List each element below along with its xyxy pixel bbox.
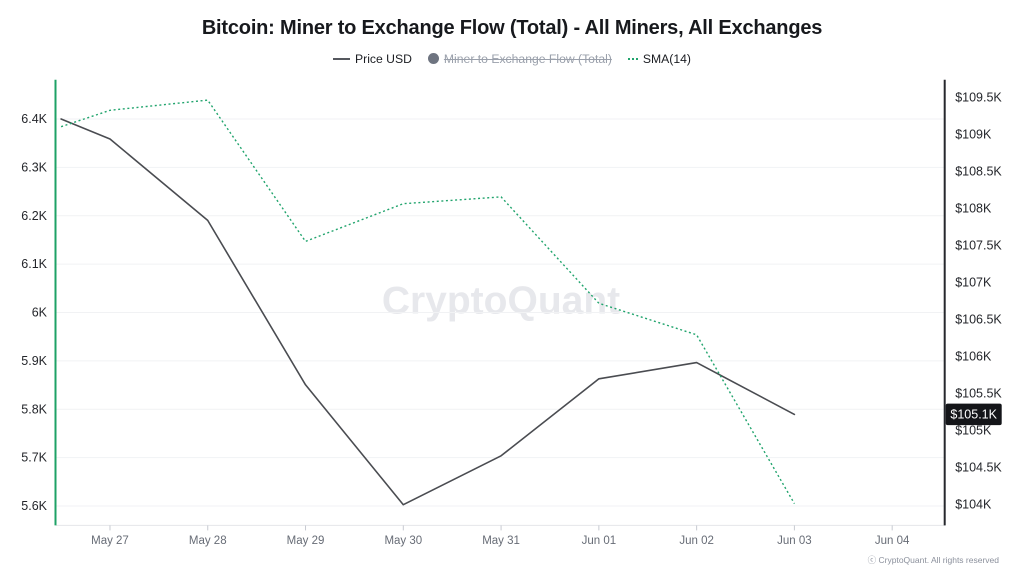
watermark: CryptoQuant [382, 280, 620, 323]
right-axis-label: $107.5K [955, 239, 1002, 253]
left-axis-label: 5.9K [21, 354, 47, 368]
x-axis-label: Jun 02 [679, 535, 714, 547]
left-axis-label: 5.7K [21, 451, 47, 465]
left-axis-label: 6.1K [21, 257, 47, 271]
right-axis-label: $105K [955, 424, 992, 438]
left-axis-label: 6.3K [21, 160, 47, 174]
sma-dotted-marker-icon [627, 57, 638, 60]
x-axis-label: Jun 04 [875, 535, 910, 547]
flow-dot-marker-icon [427, 53, 439, 64]
legend-item-price-usd[interactable]: Price USD [333, 52, 412, 66]
x-axis-label: May 31 [482, 535, 520, 547]
left-axis-label: 5.8K [21, 402, 47, 416]
x-axis-label: Jun 01 [582, 535, 617, 547]
legend-label: Miner to Exchange Flow (Total) [443, 51, 612, 66]
legend-label: Price USD [355, 51, 412, 66]
right-axis-label: $109.5K [955, 91, 1002, 105]
last-price-badge-label: $105.1K [950, 407, 997, 421]
right-axis-label: $108.5K [955, 165, 1002, 179]
price-line-marker-icon [333, 57, 351, 60]
left-axis-label: 6.4K [21, 112, 47, 126]
left-axis-label: 6K [32, 306, 48, 320]
x-axis-label: May 30 [384, 535, 422, 547]
legend-item-miner-to-exchange-flow[interactable]: Miner to Exchange Flow (Total) [427, 51, 612, 66]
legend: Price USD Miner to Exchange Flow (Total)… [0, 50, 1024, 67]
right-axis-label: $108K [955, 202, 992, 216]
right-axis-label: $106K [955, 350, 992, 364]
right-axis-label: $104K [955, 498, 992, 512]
x-axis-label: May 27 [91, 535, 129, 547]
copyright-footer: ⓒ CryptoQuant. All rights reserved [867, 555, 999, 565]
right-axis-label: $106.5K [955, 313, 1002, 327]
x-axis-label: May 28 [189, 535, 227, 547]
legend-label: SMA(14) [642, 51, 691, 66]
right-axis-label: $109K [955, 128, 992, 142]
left-axis-label: 6.2K [21, 209, 47, 223]
x-axis-label: May 29 [287, 535, 325, 547]
legend-item-sma14[interactable]: SMA(14) [627, 51, 691, 66]
right-axis-label: $105.5K [955, 387, 1002, 401]
price-line [60, 118, 796, 506]
right-axis-label: $107K [955, 276, 992, 290]
last-price-badge [945, 403, 1002, 426]
sma-line [60, 99, 796, 504]
chart-title: Bitcoin: Miner to Exchange Flow (Total) … [201, 17, 823, 39]
x-axis-label: Jun 03 [777, 535, 812, 547]
right-axis-label: $104.5K [955, 461, 1002, 475]
left-axis-label: 5.6K [21, 499, 47, 513]
